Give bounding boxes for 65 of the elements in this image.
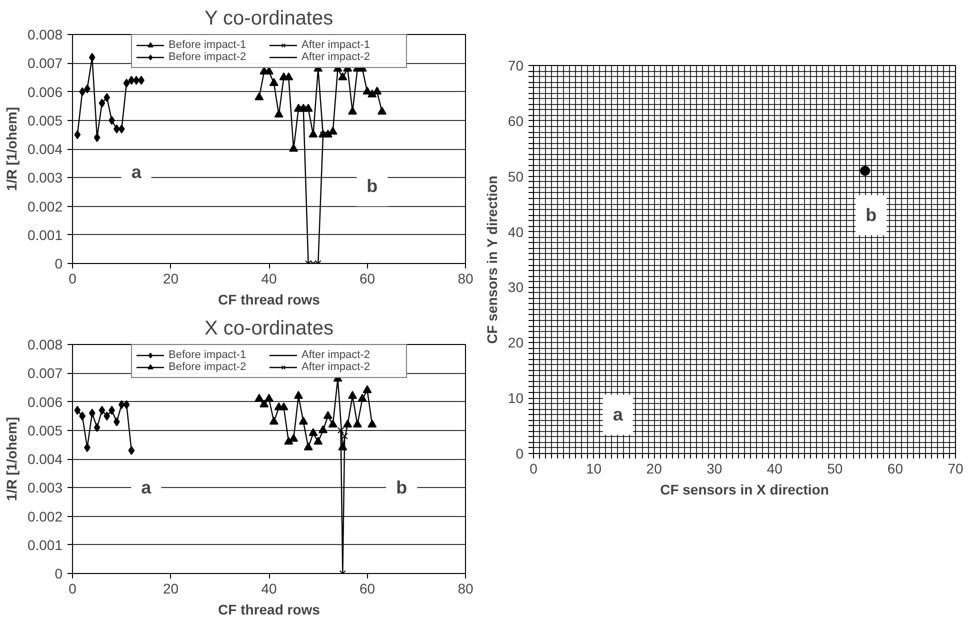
x-tick-label: 60	[359, 580, 376, 596]
y-tick-label: 0.001	[27, 226, 63, 243]
y-tick-label: 0	[54, 256, 63, 272]
chart-title: X co-ordinates	[204, 318, 334, 340]
x-tick-label: 50	[827, 460, 843, 476]
legend-label: Before impact-2	[168, 361, 248, 373]
y-tick-label: 0.001	[27, 536, 63, 553]
y-tick-label: 0.007	[27, 55, 63, 72]
chart-title: Y co-ordinates	[204, 8, 334, 30]
y-tick-label: 20	[508, 334, 524, 351]
x-axis-title: CF thread rows	[218, 602, 320, 618]
x-tick-label: 0	[68, 270, 77, 286]
y-tick-label: 50	[508, 168, 524, 184]
y-tick-label: 0.004	[27, 141, 63, 157]
annotation: b	[396, 478, 408, 498]
y-tick-label: 0.003	[27, 170, 63, 186]
y-tick-label: 0.008	[27, 336, 63, 352]
y-tick-label: 0.006	[27, 84, 63, 100]
legend-label: After impact-2	[302, 361, 371, 373]
y-tick-label: 0.005	[27, 422, 63, 438]
legend-label: After impact-2	[302, 349, 371, 361]
y-axis-title: 1/R [1/ohem]	[3, 106, 20, 192]
y-tick-label: 0	[516, 446, 524, 462]
x-tick-label: 20	[646, 460, 662, 476]
y-tick-label: 0	[54, 566, 63, 582]
x-tick-label: 20	[162, 580, 179, 596]
y-tick-label: 0.008	[27, 26, 63, 42]
y-tick-label: 70	[508, 58, 524, 74]
legend-label: After impact-1	[302, 39, 371, 51]
x-tick-label: 80	[458, 580, 474, 596]
legend-label: Before impact-1	[168, 349, 248, 361]
x-tick-label: 60	[359, 270, 376, 286]
annotation: a	[131, 162, 142, 182]
x-tick-label: 0	[530, 460, 538, 476]
y-tick-label: 0.007	[27, 365, 63, 382]
legend-label: After impact-2	[302, 51, 371, 63]
y-axis-title: 1/R [1/ohem]	[3, 416, 20, 502]
annotation: a	[141, 478, 152, 498]
y-tick-label: 0.005	[27, 112, 63, 128]
y-tick-label: 0.002	[27, 508, 63, 524]
y-tick-label: 60	[508, 112, 524, 129]
x-tick-label: 40	[766, 460, 783, 476]
y-axis-title: CF sensors in Y direction	[484, 176, 500, 344]
y-tick-label: 0.004	[27, 451, 63, 467]
x-tick-label: 70	[948, 460, 964, 476]
annotation: b	[366, 176, 378, 196]
x-axis-title: CF sensors in X direction	[660, 482, 829, 498]
x-tick-label: 20	[162, 270, 179, 286]
y-tick-label: 0.003	[27, 480, 63, 496]
legend-label: Before impact-1	[168, 39, 248, 51]
x-tick-label: 0	[68, 580, 77, 596]
legend-label: Before impact-2	[168, 51, 248, 63]
y-tick-label: 10	[508, 390, 524, 406]
x-tick-label: 60	[887, 460, 904, 476]
annotation: a	[612, 404, 624, 425]
x-tick-label: 40	[261, 580, 277, 596]
x-tick-label: 30	[706, 460, 722, 476]
x-tick-label: 10	[586, 460, 602, 476]
y-tick-label: 0.002	[27, 198, 63, 214]
y-tick-label: 40	[508, 224, 524, 240]
x-tick-label: 40	[261, 270, 277, 286]
y-tick-label: 0.006	[27, 394, 63, 410]
x-axis-title: CF thread rows	[218, 292, 320, 308]
x-tick-label: 80	[458, 270, 474, 286]
annotation: b	[866, 205, 877, 226]
